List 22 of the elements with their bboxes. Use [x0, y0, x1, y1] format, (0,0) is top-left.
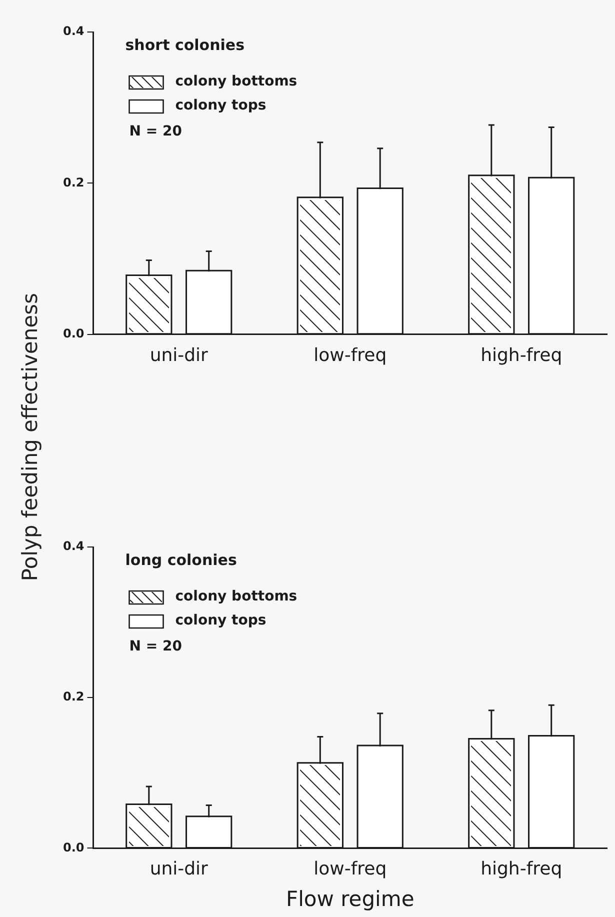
annotation: N = 20 — [129, 124, 182, 140]
x-axis-title: Flow regime — [286, 886, 414, 911]
x-tick-label: low-freq — [314, 858, 387, 880]
x-tick-label: high-freq — [480, 344, 562, 366]
chart-title: short colonies — [125, 36, 245, 54]
x-tick-label: low-freq — [314, 344, 387, 366]
x-tick-label: uni-dir — [150, 344, 209, 366]
legend-label: colony tops — [175, 98, 266, 114]
legend-label: colony tops — [175, 612, 266, 629]
y-tick-label: 0.4 — [62, 539, 84, 554]
y-axis-title: Polyp feeding effectiveness — [18, 292, 42, 584]
y-tick-label: 0.0 — [62, 840, 84, 854]
y-tick-label: 0.2 — [62, 175, 84, 190]
y-tick-label: 0.0 — [62, 326, 84, 341]
chart-title: long colonies — [125, 550, 237, 569]
y-tick-label: 0.2 — [62, 690, 84, 704]
annotation: N = 20 — [129, 638, 182, 655]
y-tick-label: 0.4 — [62, 24, 84, 38]
legend-label: colony bottoms — [175, 74, 298, 90]
x-tick-label: uni-dir — [150, 858, 209, 880]
legend-label: colony bottoms — [175, 588, 298, 605]
x-tick-label: high-freq — [480, 858, 562, 880]
